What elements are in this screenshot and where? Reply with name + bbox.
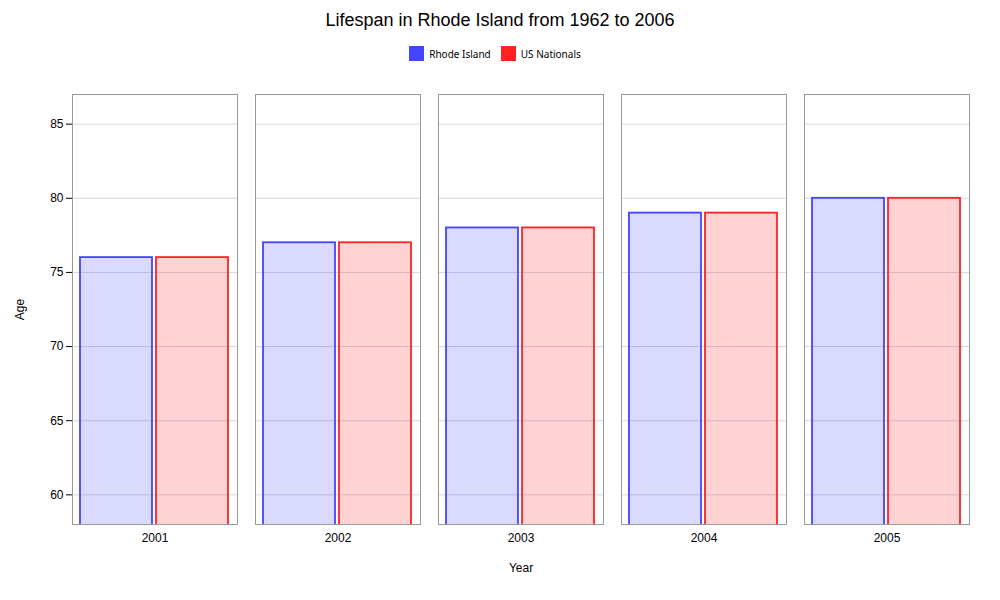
html-text:US Nationals: US Nationals <box>520 46 581 61</box>
svg-text:2005: 2005 <box>874 531 901 545</box>
svg-text:2001: 2001 <box>142 531 169 545</box>
svg-text:2002: 2002 <box>325 531 352 545</box>
svg-text:60: 60 <box>50 488 64 502</box>
svg-text:Age: Age <box>13 299 27 321</box>
svg-text:65: 65 <box>50 414 64 428</box>
html-text:Lifespan in Rhode Island from: Lifespan in Rhode Island from 1962 to 20… <box>325 10 675 30</box>
svg-text:Year: Year <box>509 561 533 575</box>
svg-text:80: 80 <box>50 191 64 205</box>
html-text:Rhode Island: Rhode Island <box>429 46 491 61</box>
svg-text:75: 75 <box>50 265 64 279</box>
svg-text:85: 85 <box>50 117 64 131</box>
svg-text:2003: 2003 <box>508 531 535 545</box>
svg-text:70: 70 <box>50 339 64 353</box>
svg-text:2004: 2004 <box>691 531 718 545</box>
